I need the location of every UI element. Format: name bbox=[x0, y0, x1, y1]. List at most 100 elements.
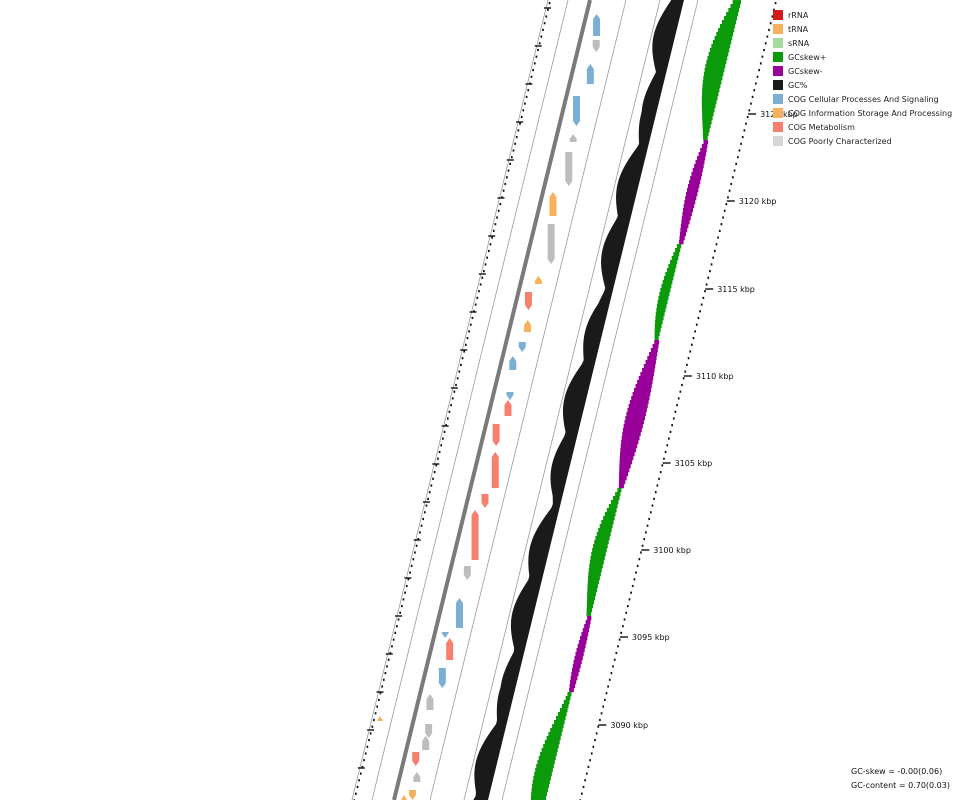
scale-dot bbox=[738, 149, 741, 152]
scale-dot bbox=[674, 410, 677, 413]
gc-skew-negative-bar bbox=[654, 340, 660, 345]
gc-skew-negative-bar bbox=[571, 668, 580, 673]
track-guide-line bbox=[351, 0, 549, 800]
scale-dot bbox=[630, 591, 632, 594]
gc-skew-positive-bar bbox=[586, 608, 593, 613]
gc-percent-color-swatch bbox=[773, 80, 783, 90]
ruler-dot bbox=[379, 692, 382, 695]
gc-skew-negative-bar bbox=[582, 628, 590, 633]
gc-skew-positive-bar bbox=[702, 124, 711, 129]
gc-skew-negative-bar bbox=[681, 220, 690, 225]
gc-skew-positive-bar bbox=[567, 692, 572, 697]
gc-skew-positive-bar bbox=[712, 40, 732, 45]
scale-dot bbox=[600, 712, 603, 715]
gc-skew-positive-bar bbox=[654, 328, 661, 333]
gc-skew-negative-bar bbox=[569, 684, 576, 689]
legend-label: GCskew- bbox=[788, 66, 823, 76]
scale-dot bbox=[617, 645, 619, 648]
ruler-dot bbox=[402, 598, 405, 601]
scale-dot bbox=[613, 658, 616, 661]
gc-skew-stat: GC-skew = -0.00(0.06) bbox=[851, 767, 943, 776]
ruler-dot bbox=[540, 35, 543, 38]
scale-tick-label: 3120 kbp bbox=[739, 197, 777, 206]
scale-dot bbox=[736, 156, 739, 159]
scale-dot bbox=[599, 718, 601, 722]
gc-skew-positive-bar bbox=[666, 268, 676, 273]
scale-dot bbox=[732, 176, 734, 179]
gc-skew-positive-bar bbox=[603, 516, 615, 521]
gc-skew-positive-bar bbox=[702, 88, 720, 93]
scale-dot bbox=[649, 511, 652, 514]
gc-skew-positive-bar bbox=[701, 92, 719, 97]
gc-skew-positive-bar bbox=[537, 760, 555, 765]
scale-dot bbox=[587, 765, 590, 768]
gene-feature bbox=[509, 356, 517, 370]
track-guide-line bbox=[501, 0, 699, 800]
gc-skew-negative-bar bbox=[697, 156, 706, 161]
ruler-dot bbox=[437, 457, 439, 460]
scale-dot bbox=[699, 310, 701, 313]
gc-skew-positive-bar bbox=[608, 504, 618, 509]
ruler-dot bbox=[422, 517, 425, 521]
gc-skew-positive-bar bbox=[704, 68, 725, 73]
ruler-dot bbox=[443, 430, 446, 433]
legend-item-gcskew-negative: GCskew- bbox=[773, 64, 952, 78]
scale-dot bbox=[668, 437, 670, 440]
scale-tick-label: 3115 kbp bbox=[717, 285, 755, 294]
legend-label: rRNA bbox=[788, 10, 809, 20]
gc-skew-negative-bar bbox=[574, 656, 583, 661]
scale-dot bbox=[717, 236, 719, 239]
ruler-dot bbox=[377, 698, 380, 701]
gc-skew-positive-bar bbox=[722, 20, 737, 25]
scale-dot bbox=[638, 558, 641, 561]
ruler-dot bbox=[487, 249, 490, 253]
gene-feature bbox=[524, 292, 532, 310]
scale-dot bbox=[581, 792, 583, 795]
scale-dot bbox=[595, 732, 598, 735]
scale-dot bbox=[764, 42, 767, 45]
legend-item-srna: sRNA bbox=[773, 36, 952, 50]
scale-dot bbox=[773, 8, 775, 11]
ruler-dot bbox=[492, 229, 495, 232]
ruler-dot bbox=[419, 531, 421, 534]
gc-skew-positive-bar bbox=[587, 596, 595, 601]
ruler-dot bbox=[507, 169, 510, 172]
gc-skew-positive-bar bbox=[587, 584, 598, 589]
scale-dot bbox=[774, 2, 777, 5]
scale-dot bbox=[745, 122, 747, 125]
gc-skew-negative-bar bbox=[700, 148, 707, 153]
gc-skew-positive-bar bbox=[598, 528, 612, 533]
gc-skew-negative-bar bbox=[679, 240, 684, 245]
gc-skew-positive-bar bbox=[531, 792, 547, 797]
ruler-dot bbox=[358, 779, 360, 782]
gene-feature bbox=[569, 134, 577, 142]
scale-dot bbox=[681, 383, 683, 387]
legend-label: COG Information Storage And Processing bbox=[788, 108, 953, 118]
scale-dot bbox=[620, 631, 623, 634]
gc-skew-positive-bar bbox=[561, 704, 569, 709]
scale-dot bbox=[684, 370, 687, 373]
gc-skew-positive-bar bbox=[701, 100, 717, 105]
gc-skew-positive-bar bbox=[543, 744, 559, 749]
gc-content-profile bbox=[473, 0, 684, 800]
ruler-dot bbox=[412, 558, 415, 561]
ruler-dot bbox=[458, 370, 461, 373]
scale-dot bbox=[618, 638, 621, 641]
gc-skew-positive-bar bbox=[587, 588, 597, 593]
scale-dot bbox=[710, 263, 713, 266]
gcskew-positive-color-swatch bbox=[773, 52, 783, 62]
gc-skew-positive-bar bbox=[591, 552, 606, 557]
ruler-dot bbox=[382, 678, 385, 681]
gene-feature bbox=[481, 494, 489, 508]
gene-feature bbox=[593, 14, 601, 36]
ruler-dot bbox=[420, 524, 423, 527]
ruler-dot bbox=[525, 95, 528, 98]
genome-stats: GC-skew = -0.00(0.06) GC-content = 0.70(… bbox=[851, 765, 950, 793]
gc-skew-negative-bar bbox=[643, 364, 656, 369]
scale-tick-label: 3105 kbp bbox=[675, 459, 713, 468]
gc-skew-negative-bar bbox=[618, 484, 624, 489]
ruler-dot bbox=[527, 89, 530, 92]
gc-skew-positive-bar bbox=[661, 284, 672, 289]
ruler-dot bbox=[409, 571, 411, 574]
